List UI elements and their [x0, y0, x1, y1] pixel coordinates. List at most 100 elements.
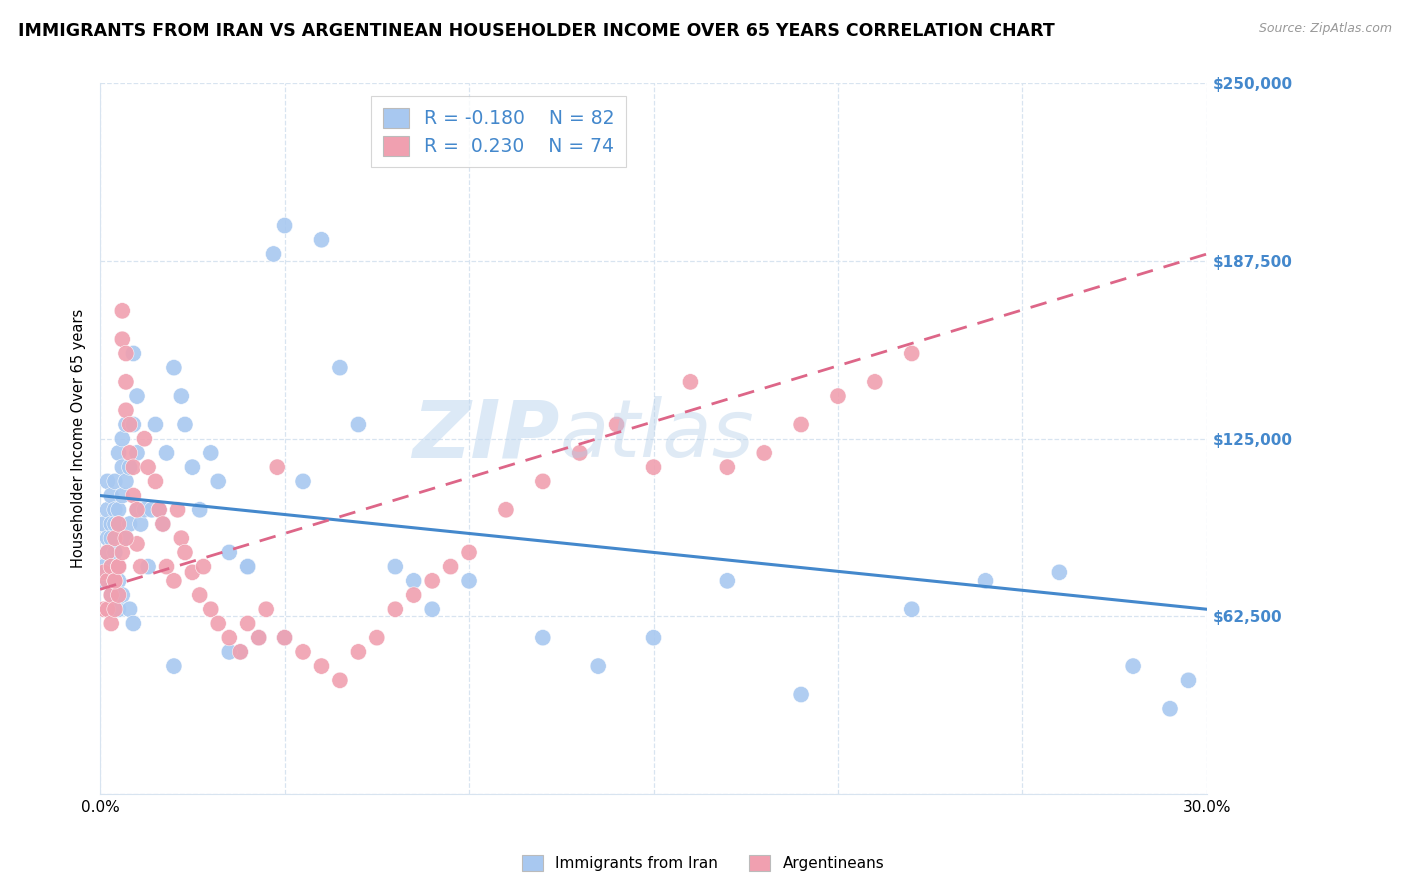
- Ellipse shape: [277, 630, 292, 646]
- Ellipse shape: [96, 573, 112, 589]
- Ellipse shape: [177, 417, 193, 433]
- Ellipse shape: [114, 331, 131, 347]
- Ellipse shape: [221, 644, 238, 660]
- Ellipse shape: [111, 558, 127, 574]
- Ellipse shape: [121, 601, 138, 617]
- Ellipse shape: [425, 601, 440, 617]
- Ellipse shape: [720, 573, 735, 589]
- Ellipse shape: [118, 473, 134, 490]
- Ellipse shape: [141, 459, 156, 475]
- Ellipse shape: [250, 630, 267, 646]
- Ellipse shape: [406, 573, 422, 589]
- Ellipse shape: [202, 601, 219, 617]
- Ellipse shape: [118, 374, 134, 390]
- Ellipse shape: [387, 601, 404, 617]
- Ellipse shape: [121, 516, 138, 533]
- Ellipse shape: [100, 473, 115, 490]
- Ellipse shape: [118, 530, 134, 547]
- Ellipse shape: [221, 630, 238, 646]
- Ellipse shape: [250, 630, 267, 646]
- Ellipse shape: [350, 417, 367, 433]
- Ellipse shape: [111, 601, 127, 617]
- Y-axis label: Householder Income Over 65 years: Householder Income Over 65 years: [72, 310, 86, 568]
- Ellipse shape: [107, 530, 122, 547]
- Ellipse shape: [125, 417, 142, 433]
- Ellipse shape: [103, 530, 120, 547]
- Ellipse shape: [107, 573, 122, 589]
- Ellipse shape: [332, 673, 349, 689]
- Ellipse shape: [100, 544, 115, 560]
- Ellipse shape: [195, 558, 211, 574]
- Ellipse shape: [148, 417, 163, 433]
- Ellipse shape: [461, 544, 477, 560]
- Ellipse shape: [177, 544, 193, 560]
- Ellipse shape: [136, 431, 152, 447]
- Ellipse shape: [96, 601, 112, 617]
- Ellipse shape: [209, 473, 226, 490]
- Ellipse shape: [239, 558, 256, 574]
- Ellipse shape: [498, 501, 515, 518]
- Ellipse shape: [103, 487, 120, 504]
- Ellipse shape: [173, 530, 190, 547]
- Ellipse shape: [141, 558, 156, 574]
- Text: Source: ZipAtlas.com: Source: ZipAtlas.com: [1258, 22, 1392, 36]
- Ellipse shape: [111, 445, 127, 461]
- Ellipse shape: [103, 587, 120, 603]
- Ellipse shape: [136, 501, 152, 518]
- Ellipse shape: [121, 459, 138, 475]
- Ellipse shape: [103, 558, 120, 574]
- Ellipse shape: [150, 501, 167, 518]
- Ellipse shape: [609, 417, 624, 433]
- Ellipse shape: [114, 544, 131, 560]
- Ellipse shape: [107, 473, 122, 490]
- Ellipse shape: [114, 302, 131, 319]
- Ellipse shape: [159, 558, 174, 574]
- Ellipse shape: [100, 544, 115, 560]
- Ellipse shape: [209, 615, 226, 632]
- Ellipse shape: [1161, 700, 1178, 717]
- Ellipse shape: [793, 686, 810, 703]
- Ellipse shape: [125, 487, 142, 504]
- Ellipse shape: [103, 587, 120, 603]
- Ellipse shape: [443, 558, 458, 574]
- Ellipse shape: [232, 644, 249, 660]
- Ellipse shape: [756, 445, 772, 461]
- Ellipse shape: [295, 473, 311, 490]
- Ellipse shape: [425, 573, 440, 589]
- Ellipse shape: [155, 516, 172, 533]
- Ellipse shape: [184, 459, 201, 475]
- Ellipse shape: [118, 402, 134, 418]
- Ellipse shape: [132, 516, 149, 533]
- Ellipse shape: [107, 573, 122, 589]
- Ellipse shape: [121, 445, 138, 461]
- Ellipse shape: [111, 501, 127, 518]
- Ellipse shape: [96, 564, 112, 581]
- Ellipse shape: [107, 501, 122, 518]
- Ellipse shape: [269, 459, 285, 475]
- Ellipse shape: [125, 615, 142, 632]
- Ellipse shape: [155, 516, 172, 533]
- Ellipse shape: [118, 345, 134, 361]
- Ellipse shape: [159, 445, 174, 461]
- Ellipse shape: [121, 417, 138, 433]
- Ellipse shape: [114, 487, 131, 504]
- Ellipse shape: [191, 501, 208, 518]
- Ellipse shape: [866, 374, 883, 390]
- Ellipse shape: [132, 558, 149, 574]
- Ellipse shape: [904, 345, 920, 361]
- Ellipse shape: [170, 501, 186, 518]
- Text: IMMIGRANTS FROM IRAN VS ARGENTINEAN HOUSEHOLDER INCOME OVER 65 YEARS CORRELATION: IMMIGRANTS FROM IRAN VS ARGENTINEAN HOUS…: [18, 22, 1054, 40]
- Ellipse shape: [125, 459, 142, 475]
- Ellipse shape: [266, 246, 281, 262]
- Text: atlas: atlas: [560, 396, 754, 475]
- Ellipse shape: [96, 516, 112, 533]
- Ellipse shape: [202, 445, 219, 461]
- Ellipse shape: [103, 516, 120, 533]
- Ellipse shape: [111, 573, 127, 589]
- Ellipse shape: [977, 573, 994, 589]
- Ellipse shape: [100, 501, 115, 518]
- Ellipse shape: [111, 516, 127, 533]
- Ellipse shape: [148, 473, 163, 490]
- Ellipse shape: [387, 558, 404, 574]
- Ellipse shape: [166, 359, 181, 376]
